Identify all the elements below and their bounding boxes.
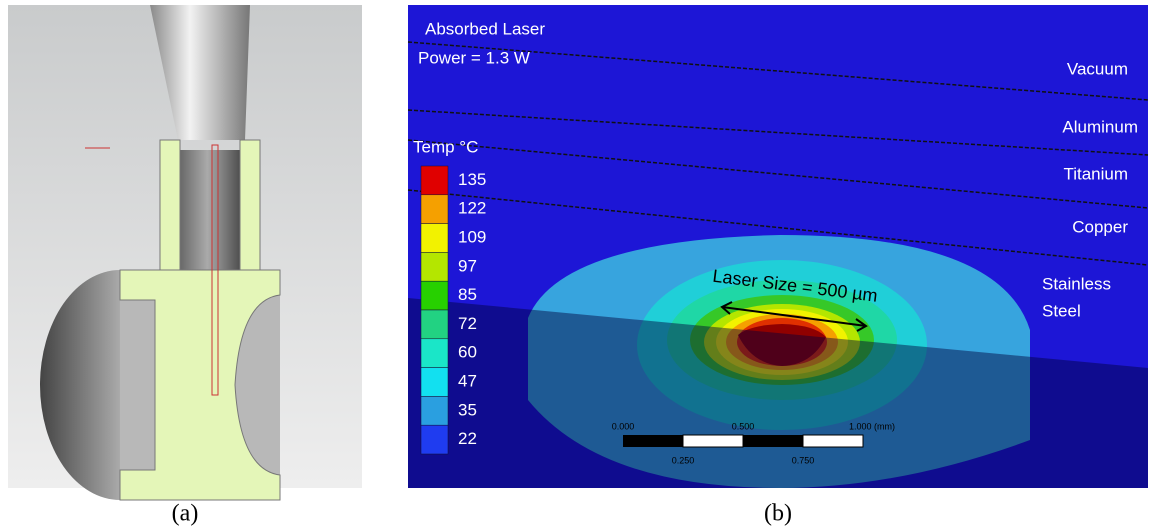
legend-swatch <box>421 339 448 368</box>
legend-label: 72 <box>458 314 477 333</box>
layer-label: Copper <box>1072 217 1128 236</box>
panel-a <box>8 5 362 500</box>
legend-label: 135 <box>458 170 486 189</box>
figure: (a) 135 122 109 97 85 72 60 47 35 22 Absorbed Las… <box>0 0 1154 531</box>
layer-label: Aluminum <box>1062 117 1138 136</box>
legend-swatch <box>421 224 448 253</box>
title-line: Power = 1.3 W <box>418 48 530 67</box>
legend-label: 97 <box>458 256 477 275</box>
legend-label: 35 <box>458 400 477 419</box>
legend-swatch <box>421 310 448 339</box>
legend-label: 60 <box>458 343 477 362</box>
scale-label: 0.000 <box>612 421 635 431</box>
legend-swatch <box>421 195 448 224</box>
legend-swatch <box>421 425 448 454</box>
legend-label: 22 <box>458 429 477 448</box>
title-line: Absorbed Laser <box>425 19 545 38</box>
legend-label: 109 <box>458 227 486 246</box>
legend-swatch <box>421 166 448 195</box>
scale-label: 0.750 <box>792 455 815 465</box>
scale-label: 1.000 (mm) <box>849 421 895 431</box>
legend-label: 47 <box>458 371 477 390</box>
legend-swatch <box>421 281 448 310</box>
panel-label: (a) <box>172 501 199 527</box>
scale-bar <box>623 435 863 447</box>
legend-label: 122 <box>458 199 486 218</box>
layer-label: Vacuum <box>1067 59 1128 78</box>
legend-label: 85 <box>458 285 477 304</box>
scale-label: 0.500 <box>732 421 755 431</box>
legend-swatch <box>421 252 448 281</box>
legend-swatch <box>421 396 448 425</box>
legend-title: Temp °C <box>413 137 478 156</box>
scale-label: 0.250 <box>672 455 695 465</box>
legend-swatch <box>421 368 448 397</box>
layer-label: Steel <box>1042 301 1081 320</box>
panel-b: 135 122 109 97 85 72 60 47 35 22 <box>408 5 1148 488</box>
panel-label: (b) <box>764 501 792 527</box>
layer-label: Stainless <box>1042 274 1111 293</box>
layer-label: Titanium <box>1063 164 1128 183</box>
